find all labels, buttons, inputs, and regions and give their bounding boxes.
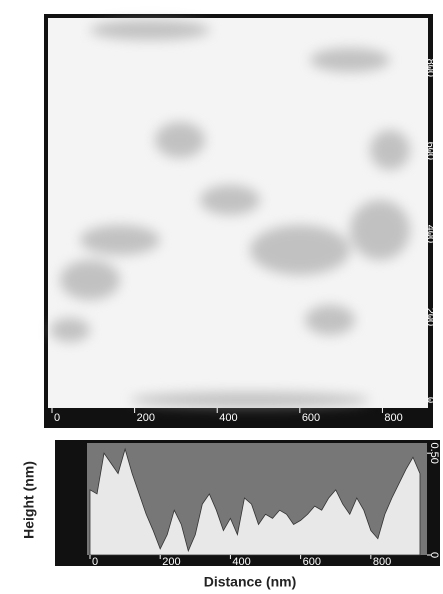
- profile: [89, 447, 421, 556]
- x-tick-label: 0: [92, 556, 98, 568]
- x-tick-label: 0: [54, 412, 60, 424]
- y-tick-label: 400: [424, 225, 436, 243]
- x-tick-label: 600: [303, 556, 321, 568]
- y-tick-label: 200: [424, 308, 436, 326]
- x-tick-label: 600: [302, 412, 320, 424]
- x-tick-label: 400: [232, 556, 250, 568]
- x-tick-label: 200: [137, 412, 155, 424]
- y-tick-label: 0.50: [428, 442, 440, 463]
- x-tick-label: 800: [384, 412, 402, 424]
- y-tick-label: 800: [424, 59, 436, 77]
- y-tick-label: 0: [424, 397, 436, 403]
- x-axis-label: Distance (nm): [204, 574, 297, 590]
- image-texture: [50, 20, 410, 408]
- y-tick-label: 0: [428, 552, 440, 558]
- x-tick-label: 200: [162, 556, 180, 568]
- x-tick-label: 800: [373, 556, 391, 568]
- y-axis-label: Height (nm): [21, 461, 37, 539]
- y-tick-label: 600: [424, 142, 436, 160]
- x-tick-label: 400: [219, 412, 237, 424]
